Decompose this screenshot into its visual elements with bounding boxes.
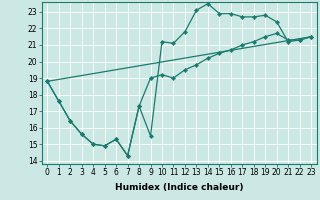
X-axis label: Humidex (Indice chaleur): Humidex (Indice chaleur) [115,183,244,192]
